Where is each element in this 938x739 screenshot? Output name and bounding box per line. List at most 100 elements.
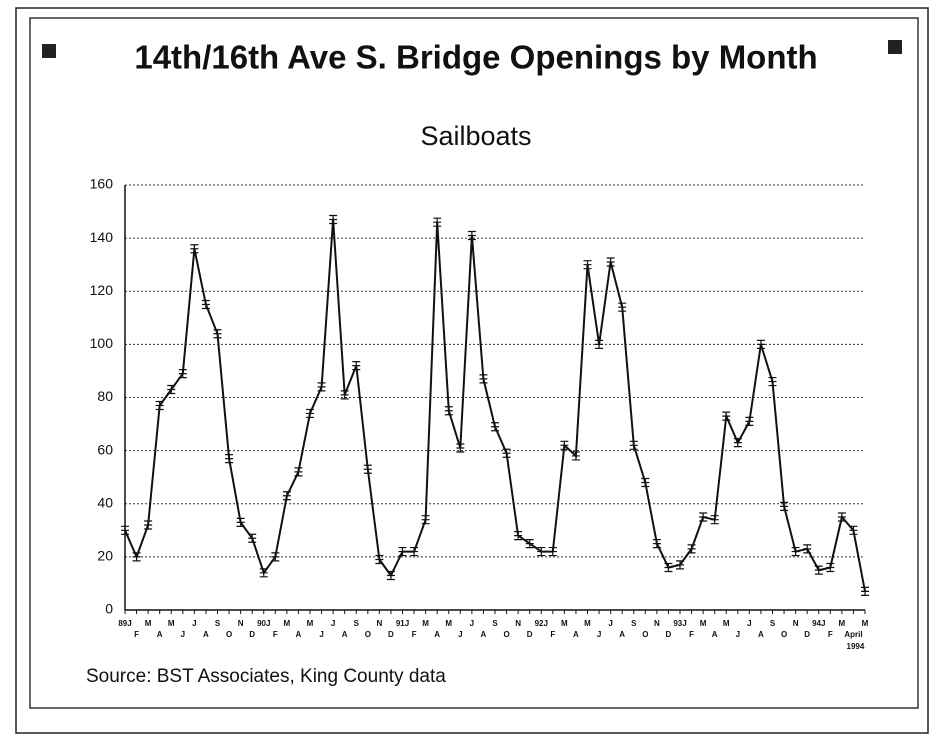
inner-frame <box>29 17 919 709</box>
marker <box>213 329 222 339</box>
x-tick-label: April <box>844 630 862 639</box>
x-tick-label: 90J <box>257 619 270 628</box>
marker <box>144 520 153 530</box>
marker <box>352 361 361 371</box>
series-line <box>124 219 866 592</box>
x-tick-label: O <box>365 630 371 639</box>
y-tick-label: 120 <box>90 282 114 298</box>
x-tick-label: 94J <box>812 619 825 628</box>
marker <box>595 339 604 349</box>
marker <box>548 546 557 557</box>
marker <box>225 453 234 464</box>
x-tick-label: A <box>296 630 302 639</box>
marker <box>271 552 280 562</box>
x-tick-label: S <box>492 619 498 628</box>
marker <box>236 517 245 527</box>
y-tick-label: 160 <box>90 176 114 192</box>
marker <box>768 376 777 387</box>
x-tick-label: N <box>376 619 382 628</box>
x-tick-label: M <box>584 619 591 628</box>
marker <box>571 451 580 461</box>
x-tick-label: M <box>561 619 568 628</box>
marker <box>248 533 257 543</box>
marker <box>710 515 719 525</box>
marker <box>375 554 384 565</box>
frame <box>15 7 929 734</box>
y-tick-label: 0 <box>105 601 113 617</box>
source: Source: BST Associates, King County data <box>86 666 446 687</box>
marker <box>583 260 592 270</box>
marker <box>491 422 499 432</box>
x-tick-label: M <box>445 619 452 628</box>
x-tick-label: M <box>145 619 152 628</box>
x-tick-label: O <box>503 630 509 639</box>
marker <box>849 525 858 535</box>
marker <box>780 501 789 512</box>
x-tick-label: A <box>573 630 579 639</box>
x-tick-label: A <box>481 630 487 639</box>
marker <box>606 257 615 267</box>
x-tick-label: D <box>527 630 533 639</box>
marker <box>306 408 314 419</box>
marker <box>502 448 511 458</box>
marker <box>386 570 395 581</box>
x-tick-label: M <box>422 619 429 628</box>
x-tick-label: D <box>666 630 672 639</box>
marker <box>132 552 141 562</box>
x-tick-label: J <box>747 619 751 628</box>
x-tick-label: M <box>723 619 730 628</box>
x-tick-label: S <box>354 619 360 628</box>
x-tick-label: F <box>828 630 833 639</box>
x-tick-label: A <box>712 630 718 639</box>
marker <box>791 546 800 557</box>
x-tick-label: J <box>458 630 462 639</box>
icon <box>888 40 902 54</box>
x-tick-label: 91J <box>396 619 409 628</box>
x-tick-label: N <box>515 619 521 628</box>
marker <box>294 467 303 477</box>
marker <box>410 546 419 557</box>
marker <box>282 491 291 501</box>
x-tick-label: J <box>608 619 612 628</box>
marker <box>618 302 627 312</box>
x-tick-label: O <box>226 630 232 639</box>
marker <box>837 512 846 522</box>
x-tick-label: A <box>758 630 764 639</box>
marker <box>121 525 129 535</box>
marker <box>201 299 210 310</box>
x-tick-label: S <box>215 619 221 628</box>
x-tick-label: J <box>181 630 185 639</box>
chart-title: 14th/16th Ave S. Bridge Openings by Mont… <box>134 39 817 76</box>
y-tick-label: 100 <box>90 335 114 351</box>
marker <box>629 440 638 450</box>
marker <box>479 374 488 384</box>
x-tick-label: M <box>862 619 869 628</box>
x-tick-label: A <box>342 630 348 639</box>
marker <box>317 382 326 392</box>
marker <box>733 438 742 448</box>
y-tick-label: 20 <box>97 548 113 564</box>
x-tick-label: F <box>550 630 555 639</box>
marker <box>340 390 349 400</box>
x-tick-label: J <box>319 630 323 639</box>
marker <box>687 544 696 554</box>
x-tick-label: J <box>192 619 196 628</box>
x-tick-label: F <box>273 630 278 639</box>
x-tick-label: F <box>689 630 694 639</box>
marker <box>525 538 534 549</box>
marker <box>363 464 372 474</box>
x-tick-label: N <box>793 619 799 628</box>
y-tick-label: 40 <box>97 494 113 510</box>
x-tick-label: J <box>597 630 601 639</box>
icon <box>42 44 56 58</box>
marker <box>826 562 835 573</box>
x-tick-label: F <box>134 630 139 639</box>
marker <box>560 440 569 450</box>
y-tick-label: 140 <box>90 229 114 245</box>
marker <box>722 411 731 421</box>
marker <box>398 546 407 557</box>
marker <box>329 214 338 225</box>
marker <box>676 560 684 570</box>
marker <box>745 416 754 427</box>
